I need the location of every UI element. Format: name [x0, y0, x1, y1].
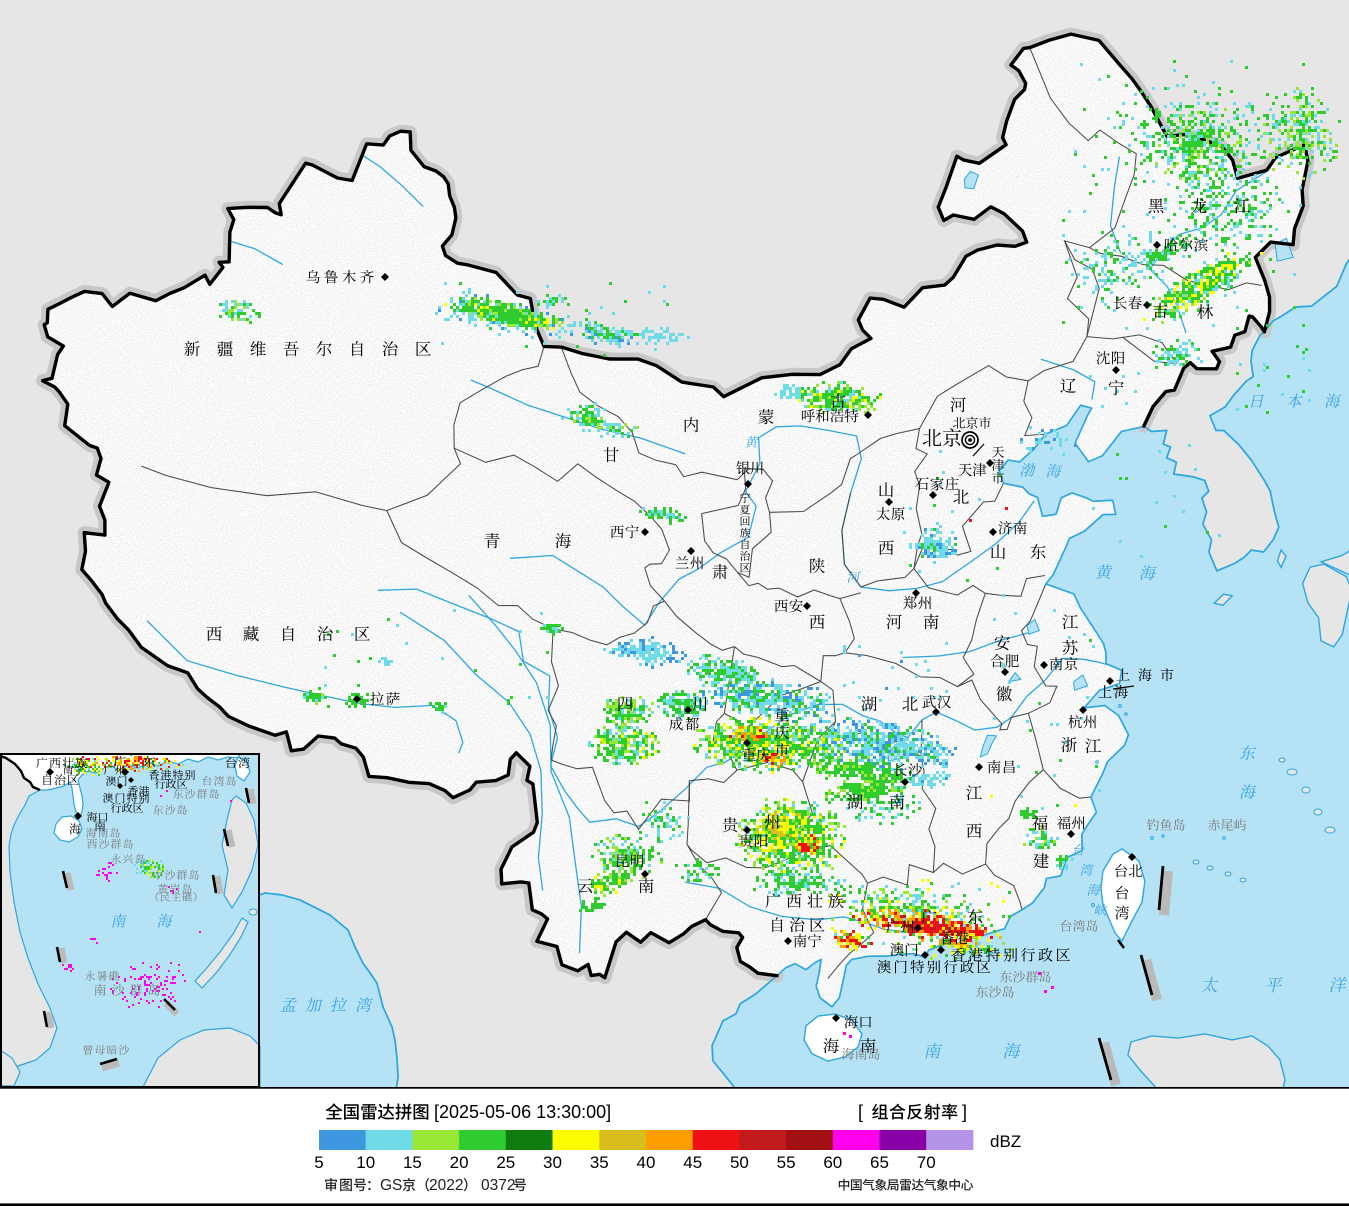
svg-text:60: 60	[823, 1153, 842, 1172]
svg-text:25: 25	[496, 1153, 515, 1172]
svg-text:GS: GS	[380, 1177, 402, 1194]
svg-text:30: 30	[543, 1153, 562, 1172]
svg-text:45: 45	[683, 1153, 702, 1172]
svg-text:5: 5	[314, 1153, 323, 1172]
svg-text:[: [	[858, 1102, 863, 1122]
svg-text:dBZ: dBZ	[990, 1132, 1021, 1151]
svg-text:0372: 0372	[481, 1177, 515, 1194]
svg-text:50: 50	[730, 1153, 749, 1172]
svg-text:40: 40	[637, 1153, 656, 1172]
svg-text:20: 20	[450, 1153, 469, 1172]
svg-text:10: 10	[356, 1153, 375, 1172]
svg-text:]: ]	[962, 1102, 967, 1122]
svg-text:65: 65	[870, 1153, 889, 1172]
svg-text:[2025-05-06 13:30:00]: [2025-05-06 13:30:00]	[434, 1102, 611, 1122]
svg-text:35: 35	[590, 1153, 609, 1172]
svg-text:2022: 2022	[429, 1177, 463, 1194]
svg-text:55: 55	[777, 1153, 796, 1172]
svg-text:15: 15	[403, 1153, 422, 1172]
svg-text:70: 70	[917, 1153, 936, 1172]
